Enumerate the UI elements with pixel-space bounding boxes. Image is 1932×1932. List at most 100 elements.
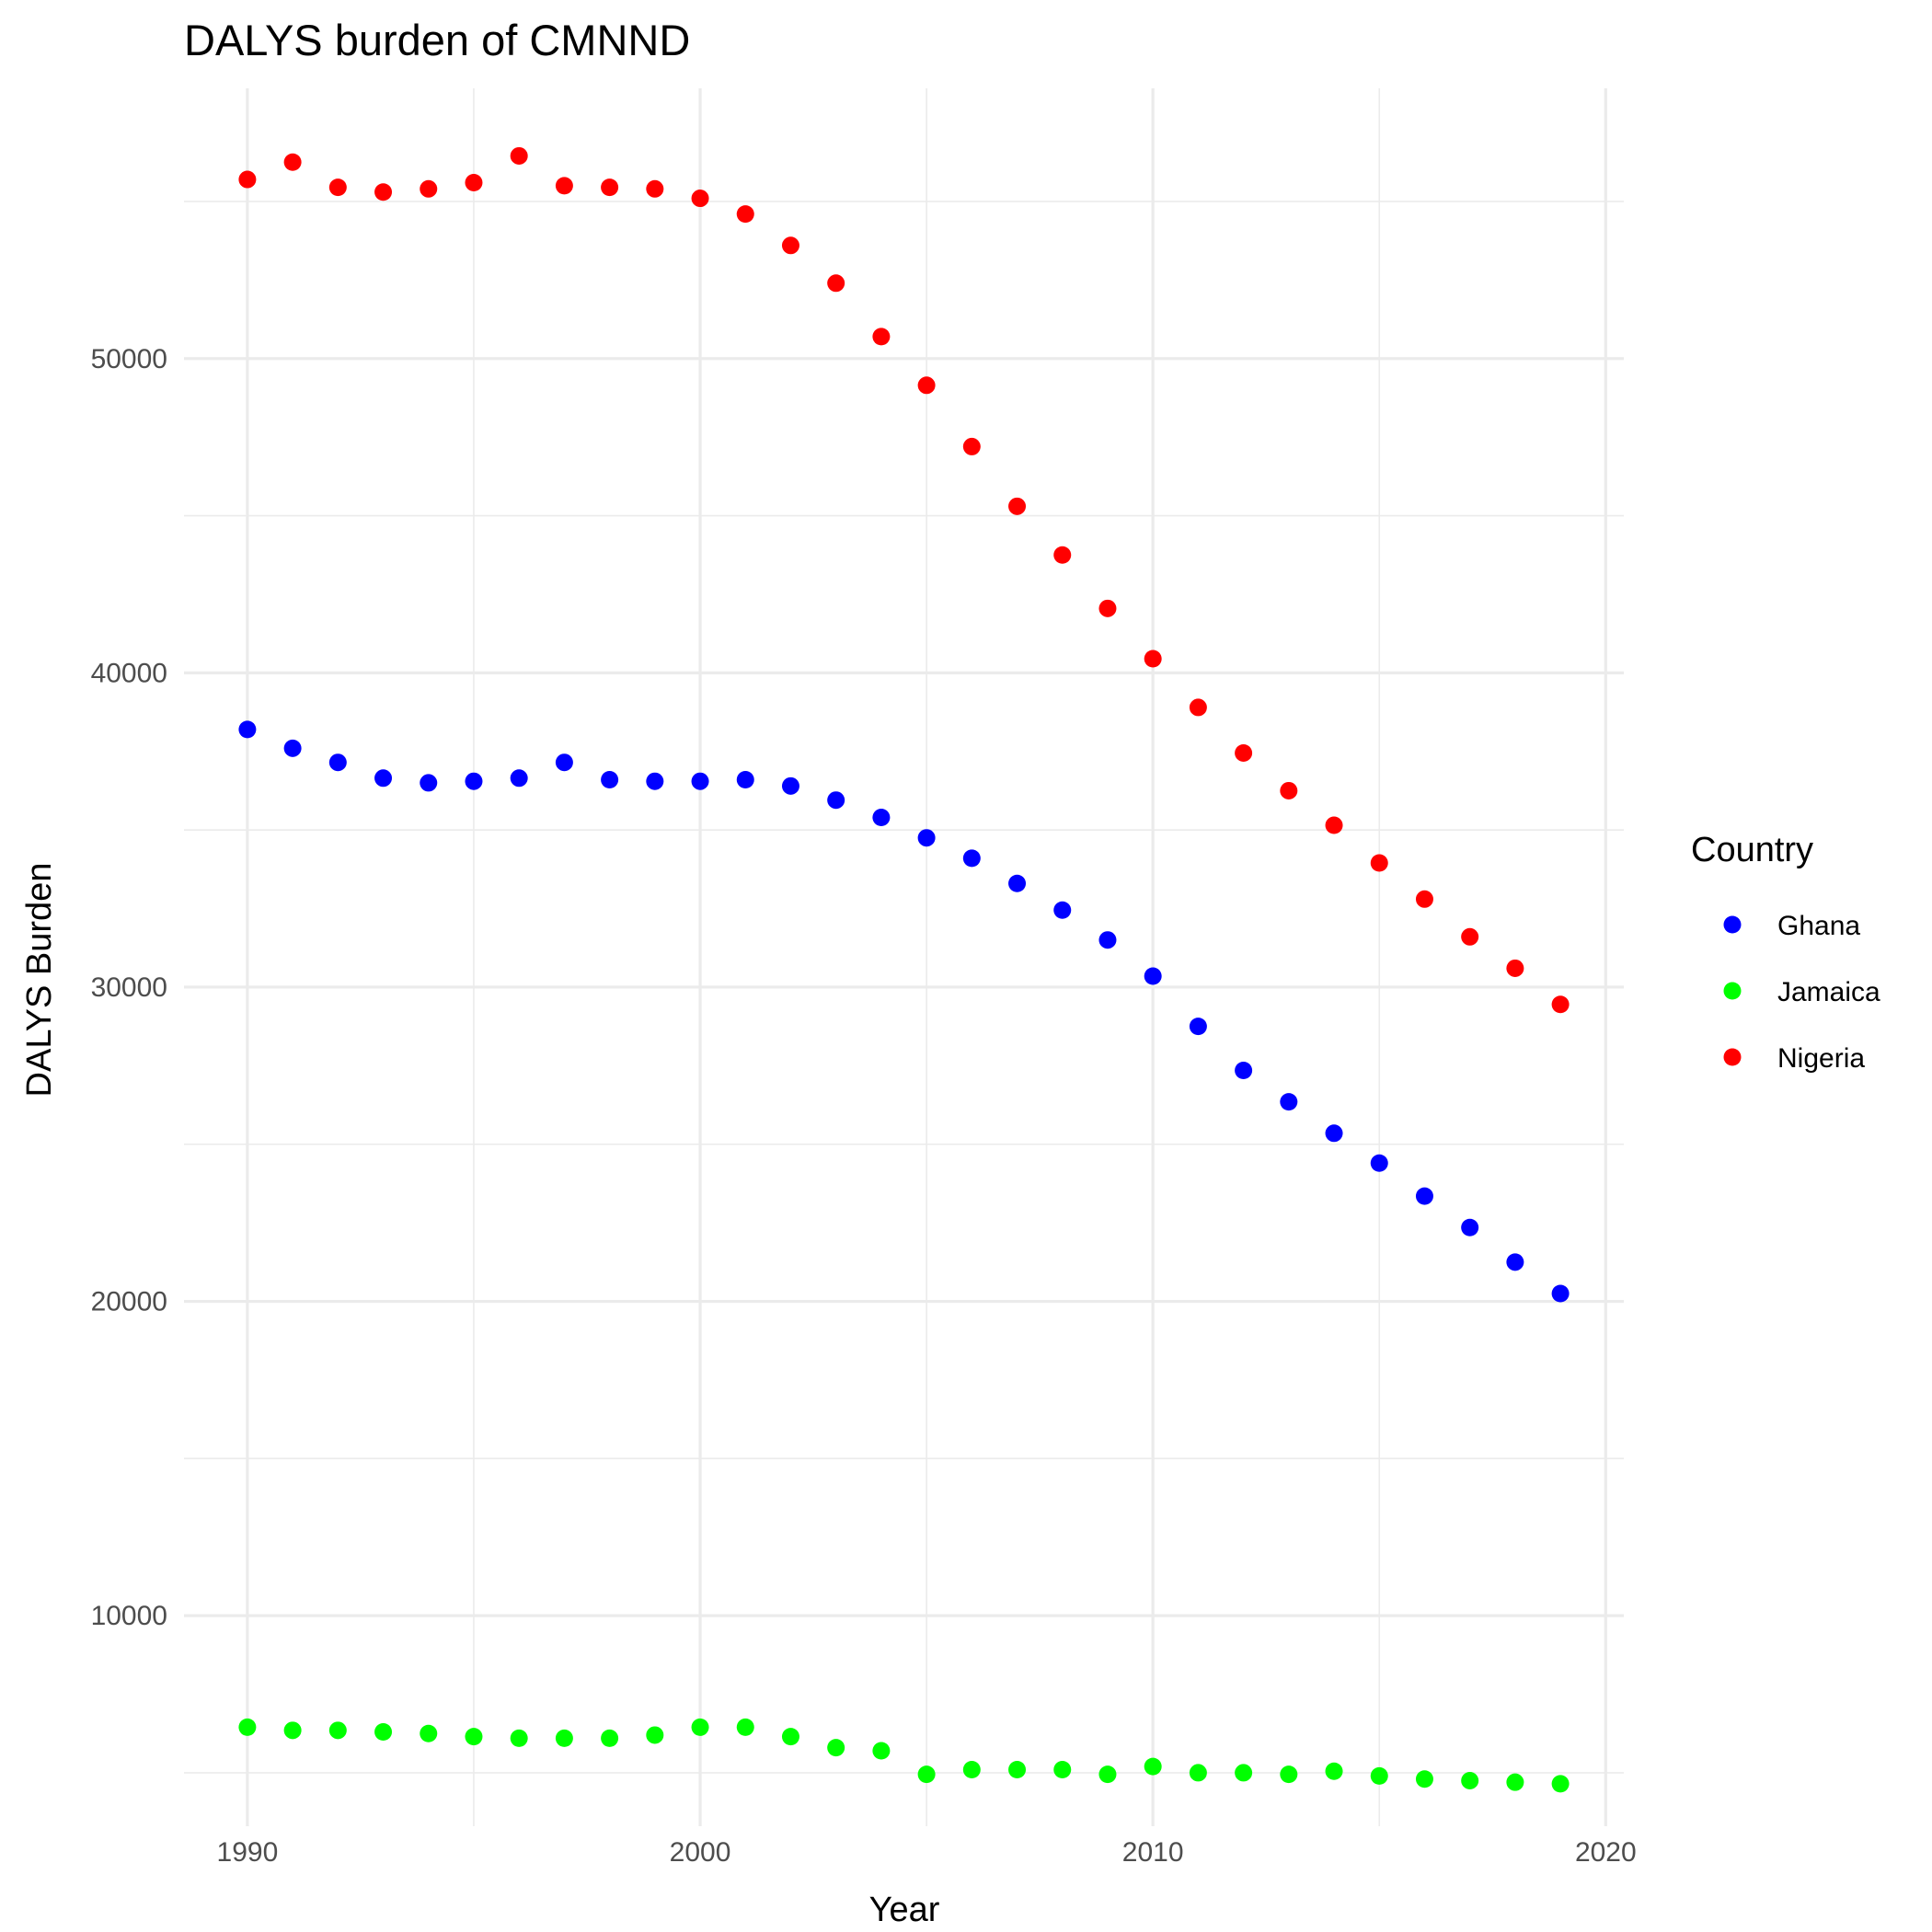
data-point bbox=[1144, 967, 1162, 985]
data-point bbox=[691, 772, 709, 790]
legend-key bbox=[1723, 1048, 1742, 1066]
data-point bbox=[601, 1729, 619, 1747]
data-point bbox=[781, 236, 799, 255]
y-tick-label: 40000 bbox=[91, 658, 167, 688]
data-point bbox=[691, 190, 709, 208]
grid bbox=[184, 88, 1624, 1826]
data-point bbox=[328, 178, 347, 197]
data-point bbox=[1415, 890, 1433, 908]
data-point bbox=[555, 753, 573, 772]
data-point bbox=[420, 1724, 438, 1742]
data-point bbox=[736, 1718, 754, 1736]
data-point bbox=[1098, 599, 1117, 617]
data-point bbox=[1506, 1253, 1524, 1271]
data-point bbox=[374, 183, 393, 201]
y-tick-label: 20000 bbox=[91, 1287, 167, 1317]
data-point bbox=[827, 1739, 845, 1757]
data-point bbox=[1461, 1771, 1479, 1789]
data-point bbox=[1189, 1764, 1207, 1782]
y-tick-label: 50000 bbox=[91, 344, 167, 374]
data-point bbox=[872, 328, 891, 346]
data-point bbox=[328, 1721, 347, 1740]
data-point bbox=[1235, 743, 1253, 762]
data-point bbox=[238, 720, 257, 739]
x-tick-label: 2020 bbox=[1575, 1837, 1637, 1868]
data-point bbox=[1280, 1765, 1298, 1784]
legend: Country Ghana Jamaica Nigeria bbox=[1691, 831, 1880, 1074]
data-point bbox=[736, 771, 754, 789]
data-point bbox=[374, 769, 393, 788]
data-point bbox=[962, 849, 981, 868]
data-point bbox=[1506, 959, 1524, 977]
chart-title: DALYS burden of CMNND bbox=[184, 16, 690, 64]
data-point bbox=[646, 1726, 664, 1744]
data-point bbox=[420, 179, 438, 198]
data-point bbox=[555, 1729, 573, 1747]
data-point bbox=[917, 1765, 936, 1784]
legend-key bbox=[1723, 915, 1742, 934]
data-point bbox=[827, 791, 845, 810]
data-point bbox=[1280, 1093, 1298, 1111]
data-points bbox=[238, 146, 1570, 1793]
data-point bbox=[328, 753, 347, 772]
data-point bbox=[1144, 650, 1162, 668]
data-point bbox=[1325, 816, 1343, 834]
data-point bbox=[1053, 901, 1072, 919]
data-point bbox=[1415, 1187, 1433, 1205]
data-point bbox=[465, 173, 483, 191]
data-point bbox=[1370, 854, 1388, 872]
x-tick-label: 2010 bbox=[1122, 1837, 1184, 1868]
data-point bbox=[1235, 1764, 1253, 1782]
data-point bbox=[601, 771, 619, 789]
data-point bbox=[1325, 1762, 1343, 1780]
data-point bbox=[420, 774, 438, 792]
data-point bbox=[1280, 781, 1298, 799]
data-point bbox=[283, 739, 302, 757]
data-point bbox=[736, 205, 754, 224]
series-nigeria bbox=[238, 146, 1570, 1014]
data-point bbox=[1370, 1766, 1388, 1785]
data-point bbox=[962, 1761, 981, 1779]
data-point bbox=[1008, 1761, 1027, 1779]
legend-label: Ghana bbox=[1777, 911, 1860, 941]
series-ghana bbox=[238, 720, 1570, 1303]
data-point bbox=[691, 1718, 709, 1736]
data-point bbox=[1551, 1284, 1570, 1303]
data-point bbox=[1506, 1773, 1524, 1791]
data-point bbox=[601, 178, 619, 197]
series-jamaica bbox=[238, 1718, 1570, 1793]
data-point bbox=[1189, 1018, 1207, 1036]
data-point bbox=[1053, 546, 1072, 564]
x-axis-title: Year bbox=[869, 1891, 940, 1929]
data-point bbox=[1235, 1061, 1253, 1079]
data-point bbox=[1098, 931, 1117, 949]
data-point bbox=[510, 769, 528, 788]
legend-title: Country bbox=[1691, 831, 1813, 869]
data-point bbox=[1370, 1154, 1388, 1172]
data-point bbox=[962, 437, 981, 455]
data-point bbox=[1461, 1218, 1479, 1236]
data-point bbox=[1551, 995, 1570, 1014]
data-point bbox=[917, 376, 936, 395]
data-point bbox=[872, 808, 891, 826]
data-point bbox=[510, 1729, 528, 1747]
x-tick-labels: 1990 2000 2010 2020 bbox=[217, 1837, 1637, 1868]
data-point bbox=[646, 772, 664, 790]
data-point bbox=[646, 179, 664, 198]
y-axis-title: DALYS Burden bbox=[20, 863, 59, 1098]
y-tick-label: 30000 bbox=[91, 972, 167, 1003]
legend-label: Jamaica bbox=[1777, 977, 1880, 1007]
data-point bbox=[917, 829, 936, 847]
data-point bbox=[465, 772, 483, 790]
data-point bbox=[374, 1723, 393, 1742]
data-point bbox=[781, 1728, 799, 1746]
data-point bbox=[827, 274, 845, 293]
legend-key bbox=[1723, 982, 1742, 1000]
data-point bbox=[238, 170, 257, 189]
data-point bbox=[1008, 497, 1027, 515]
data-point bbox=[1098, 1765, 1117, 1784]
data-point bbox=[1461, 927, 1479, 946]
data-point bbox=[283, 153, 302, 171]
x-tick-label: 1990 bbox=[217, 1837, 279, 1868]
